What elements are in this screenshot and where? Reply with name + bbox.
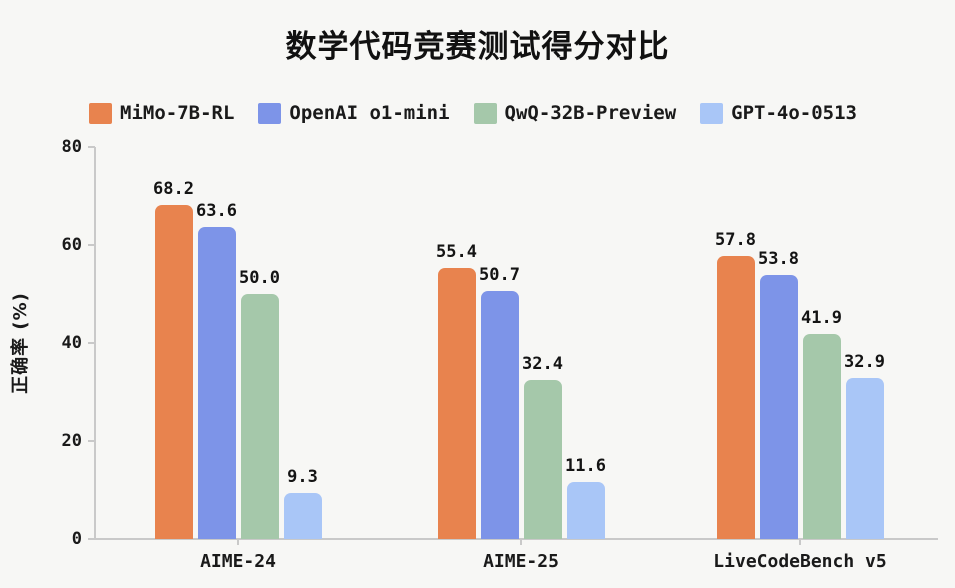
- y-tick-mark: [88, 244, 95, 246]
- bar-value-label: 57.8: [715, 229, 756, 250]
- legend-swatch-icon: [258, 102, 282, 124]
- legend-item-gpt-4o-0513: GPT-4o-0513: [700, 102, 857, 124]
- bar-gpt-4o-0513-livecodebench-v5: [845, 377, 884, 539]
- bar-value-label: 63.6: [196, 201, 237, 222]
- y-tick-label: 0: [71, 529, 82, 549]
- bar-value-label: 50.0: [239, 268, 280, 288]
- bar-qwq-32b-preview-aime-25: [523, 380, 562, 539]
- bar-value-label: 41.9: [801, 307, 842, 328]
- bar-gpt-4o-0513-aime-24: [283, 493, 322, 539]
- bar-value-label: 50.7: [479, 264, 520, 285]
- legend-item-qwq-32b-preview: QwQ-32B-Preview: [473, 102, 677, 124]
- x-tick-mark: [237, 539, 239, 545]
- y-tick-mark: [88, 440, 95, 442]
- legend-label: OpenAI o1-mini: [289, 102, 450, 124]
- y-tick-label: 80: [61, 137, 82, 157]
- category-label: LiveCodeBench v5: [713, 551, 887, 572]
- y-tick-label: 60: [61, 235, 82, 255]
- y-tick-label: 20: [61, 431, 82, 451]
- legend-label: QwQ-32B-Preview: [504, 102, 677, 124]
- legend-swatch-icon: [473, 102, 497, 124]
- bar-gpt-4o-0513-aime-25: [566, 482, 605, 539]
- y-axis-line: [94, 147, 96, 539]
- y-tick-mark: [88, 146, 95, 148]
- legend-item-mimo-7b-rl: MiMo-7B-RL: [89, 102, 234, 124]
- bar-value-label: 32.4: [522, 354, 563, 375]
- x-tick-mark: [799, 539, 801, 545]
- y-tick-mark: [88, 538, 95, 540]
- bar-mimo-7b-rl-aime-25: [437, 267, 476, 539]
- legend-item-openai-o1-mini: OpenAI o1-mini: [258, 102, 450, 124]
- legend-swatch-icon: [89, 102, 112, 124]
- bar-value-label: 55.4: [436, 241, 477, 262]
- bar-openai-o1-mini-livecodebench-v5: [759, 275, 798, 539]
- bar-qwq-32b-preview-aime-24: [240, 294, 279, 539]
- bar-mimo-7b-rl-livecodebench-v5: [716, 255, 755, 539]
- category-label: AIME-25: [483, 551, 559, 572]
- legend: MiMo-7B-RL OpenAI o1-mini QwQ-32B-Preview G…: [89, 102, 857, 124]
- bar-value-label: 32.9: [844, 351, 885, 372]
- x-tick-mark: [520, 539, 522, 545]
- category-label: AIME-24: [200, 551, 276, 572]
- bar-openai-o1-mini-aime-25: [480, 290, 519, 539]
- bar-value-label: 9.3: [287, 467, 318, 488]
- bar-value-label: 11.6: [565, 456, 606, 477]
- legend-swatch-icon: [700, 102, 724, 124]
- bar-mimo-7b-rl-aime-24: [154, 204, 193, 539]
- legend-label: MiMo-7B-RL: [120, 102, 235, 124]
- legend-label: GPT-4o-0513: [731, 102, 857, 124]
- x-axis-line: [94, 538, 938, 540]
- bar-value-label: 53.8: [758, 249, 799, 270]
- chart-title: 数学代码竞赛测试得分对比: [285, 29, 670, 65]
- y-tick-mark: [88, 342, 95, 344]
- y-tick-label: 40: [61, 333, 82, 353]
- bar-qwq-32b-preview-livecodebench-v5: [802, 333, 841, 539]
- bar-openai-o1-mini-aime-24: [197, 227, 236, 539]
- bar-value-label: 68.2: [153, 178, 194, 199]
